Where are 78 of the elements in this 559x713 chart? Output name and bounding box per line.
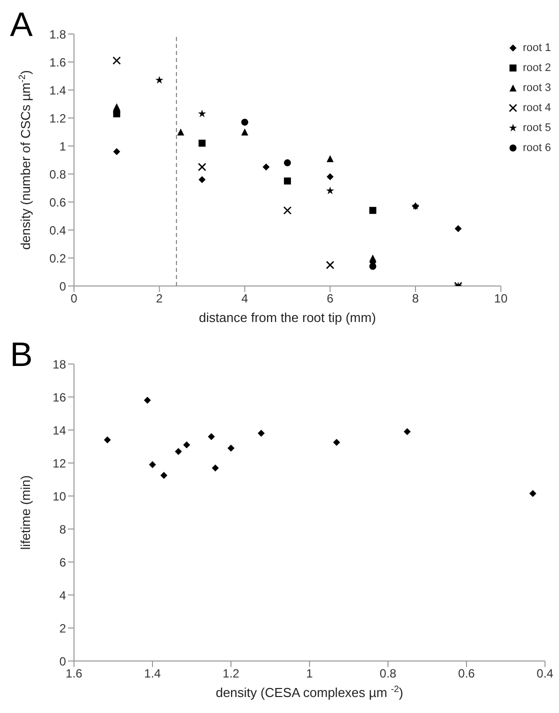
- point: [326, 186, 334, 194]
- point: [454, 225, 462, 232]
- point: [326, 155, 334, 162]
- y-tick-label: 1: [59, 139, 66, 154]
- point: [369, 206, 376, 214]
- point: [369, 254, 376, 262]
- legend-label: root 4: [522, 101, 551, 116]
- point: [284, 178, 291, 184]
- point: [404, 428, 411, 436]
- point: [326, 173, 334, 180]
- y-tick-label: 1.2: [49, 111, 66, 126]
- legend-label: root 1: [522, 41, 551, 56]
- point: [284, 159, 291, 166]
- point: [198, 140, 206, 147]
- point: [333, 438, 340, 446]
- y-axis-title: lifetime (min): [18, 475, 33, 550]
- point: [112, 56, 121, 65]
- point: [529, 490, 536, 498]
- point: [258, 430, 265, 437]
- y-tick-label: 2: [59, 621, 66, 636]
- x-tick-label: 0.8: [380, 666, 397, 681]
- point: [198, 176, 206, 184]
- x-tick-label: 8: [412, 292, 420, 306]
- y-tick-label: 14: [52, 423, 66, 438]
- point: [208, 433, 215, 440]
- point: [155, 76, 164, 84]
- point: [198, 110, 206, 118]
- x-tick-label: 1.4: [144, 666, 162, 681]
- point: [144, 396, 151, 404]
- x-tick-label: 6: [326, 292, 334, 306]
- point: [177, 128, 184, 136]
- legend-label: root 3: [522, 81, 551, 96]
- y-tick-label: 0.2: [49, 251, 66, 266]
- point: [241, 118, 248, 126]
- x-tick-label: 2: [156, 292, 164, 306]
- point: [283, 206, 292, 215]
- y-tick-label: 0: [59, 654, 66, 668]
- y-tick-label: 0: [59, 279, 66, 294]
- point: [262, 164, 270, 170]
- x-axis-title: density (CESA complexes µm $^{-2}$): [216, 684, 404, 700]
- y-tick-label: 1.8: [49, 27, 66, 42]
- point: [149, 461, 156, 468]
- point: [369, 262, 376, 270]
- point: [104, 436, 111, 444]
- y-tick-label: 16: [52, 390, 66, 404]
- y-tick-label: 8: [59, 522, 66, 536]
- x-tick-label: 0: [70, 292, 78, 306]
- legend-label: root 6: [522, 141, 551, 156]
- y-tick-label: 0.4: [49, 223, 66, 238]
- y-tick-label: 12: [52, 456, 66, 470]
- chart-title: A: [10, 6, 33, 44]
- y-tick-label: 0.8: [49, 167, 66, 182]
- y-tick-label: 1.6: [49, 55, 66, 70]
- point: [198, 162, 206, 172]
- x-tick-label: 1.2: [222, 666, 240, 681]
- y-tick-label: 1.4: [49, 83, 66, 98]
- chart-title: B: [10, 336, 33, 374]
- point: [174, 448, 182, 455]
- point: [183, 441, 190, 448]
- point: [113, 148, 120, 156]
- legend-label: root 2: [522, 61, 551, 76]
- point: [160, 472, 168, 479]
- point: [212, 464, 219, 472]
- y-tick-label: 6: [59, 555, 66, 570]
- point: [326, 260, 334, 270]
- x-tick-label: 0.6: [458, 666, 476, 681]
- x-axis-title: distance from the root tip (mm): [198, 310, 376, 325]
- x-tick-label: 4: [241, 292, 248, 306]
- y-tick-label: 10: [52, 489, 66, 504]
- y-tick-label: 4: [59, 588, 66, 602]
- point: [241, 128, 248, 136]
- x-tick-label: 10: [494, 292, 508, 306]
- y-tick-label: 18: [52, 357, 66, 372]
- legend-label: root 5: [522, 121, 551, 136]
- point: [228, 444, 234, 452]
- x-tick-label: 1: [306, 666, 314, 681]
- x-tick-label: 0.4: [536, 666, 554, 681]
- y-tick-label: 0.6: [49, 195, 66, 210]
